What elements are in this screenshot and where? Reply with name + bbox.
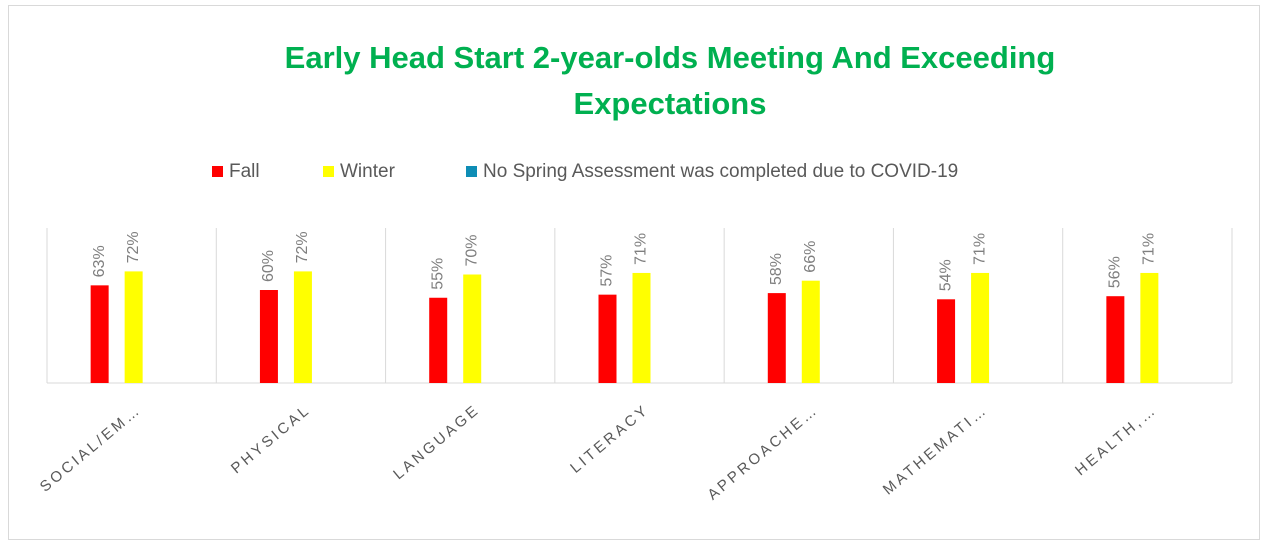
data-label: 72% — [294, 231, 311, 263]
bar — [124, 271, 143, 383]
legend-swatch — [323, 166, 334, 177]
bar — [429, 297, 448, 383]
data-label: 66% — [802, 241, 819, 273]
bar — [463, 274, 482, 383]
data-label: 58% — [768, 253, 785, 285]
bar — [1106, 296, 1125, 383]
bar — [801, 280, 820, 383]
chart-title: Expectations — [574, 86, 767, 121]
data-label: 70% — [463, 234, 480, 266]
data-label: 60% — [260, 250, 277, 282]
bar — [632, 272, 651, 383]
data-label: 63% — [91, 245, 108, 277]
bar — [937, 299, 956, 383]
bar — [259, 290, 278, 383]
bar — [90, 285, 109, 383]
data-label: 71% — [633, 233, 650, 265]
bar — [1140, 272, 1159, 383]
data-label: 71% — [1141, 233, 1158, 265]
data-label: 54% — [937, 259, 954, 291]
bar — [971, 272, 990, 383]
bar — [598, 294, 617, 383]
chart-border — [8, 5, 1260, 540]
data-label: 72% — [125, 231, 142, 263]
data-label: 71% — [971, 233, 988, 265]
legend-swatch — [212, 166, 223, 177]
data-label: 55% — [429, 258, 446, 290]
bar — [293, 271, 312, 383]
legend-label: Winter — [340, 161, 396, 182]
data-label: 57% — [599, 255, 616, 287]
legend-label: Fall — [229, 161, 260, 182]
legend-label: No Spring Assessment was completed due t… — [483, 161, 958, 182]
data-label: 56% — [1107, 256, 1124, 288]
chart-title: Early Head Start 2-year-olds Meeting And… — [285, 40, 1056, 75]
bar — [767, 293, 786, 383]
legend-swatch — [466, 166, 477, 177]
